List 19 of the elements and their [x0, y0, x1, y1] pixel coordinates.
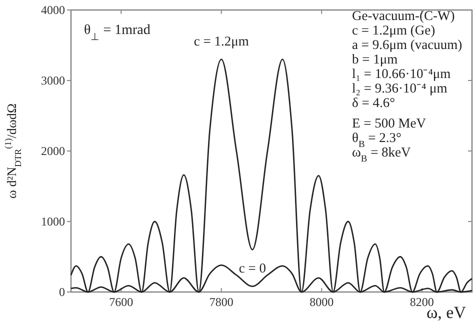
x-tick-label: 8000	[310, 295, 334, 309]
annotation: c = 0	[238, 260, 266, 276]
annotation: Ge-vacuum-(C-W)	[352, 8, 455, 23]
annotation: E = 500 MeV	[352, 116, 426, 130]
y-tick-label: 1000	[41, 214, 65, 228]
y-tick-label: 2000	[41, 144, 65, 158]
y-tick-label: 0	[59, 285, 65, 299]
annotation: c = 1.2μm	[194, 33, 250, 48]
annotation: l₂ = 9.36·10⁻⁴ μm	[352, 80, 448, 96]
annotation: l₁ = 10.66·10⁻⁴μm	[352, 66, 452, 81]
y-tick-label: 3000	[41, 74, 65, 88]
annotation: b = 1μm	[352, 52, 398, 66]
x-tick-label: 7800	[209, 295, 234, 309]
annotation: θ$_{⊥}$ = 1mrad	[84, 23, 150, 42]
annotation: a = 9.6μm (vacuum)	[352, 37, 462, 52]
x-tick-label: 7600	[109, 295, 134, 309]
y-tick-label: 4000	[41, 3, 65, 17]
annotation: c = 1.2μm (Ge)	[352, 22, 436, 38]
annotation: δ = 4.6°	[352, 95, 395, 110]
